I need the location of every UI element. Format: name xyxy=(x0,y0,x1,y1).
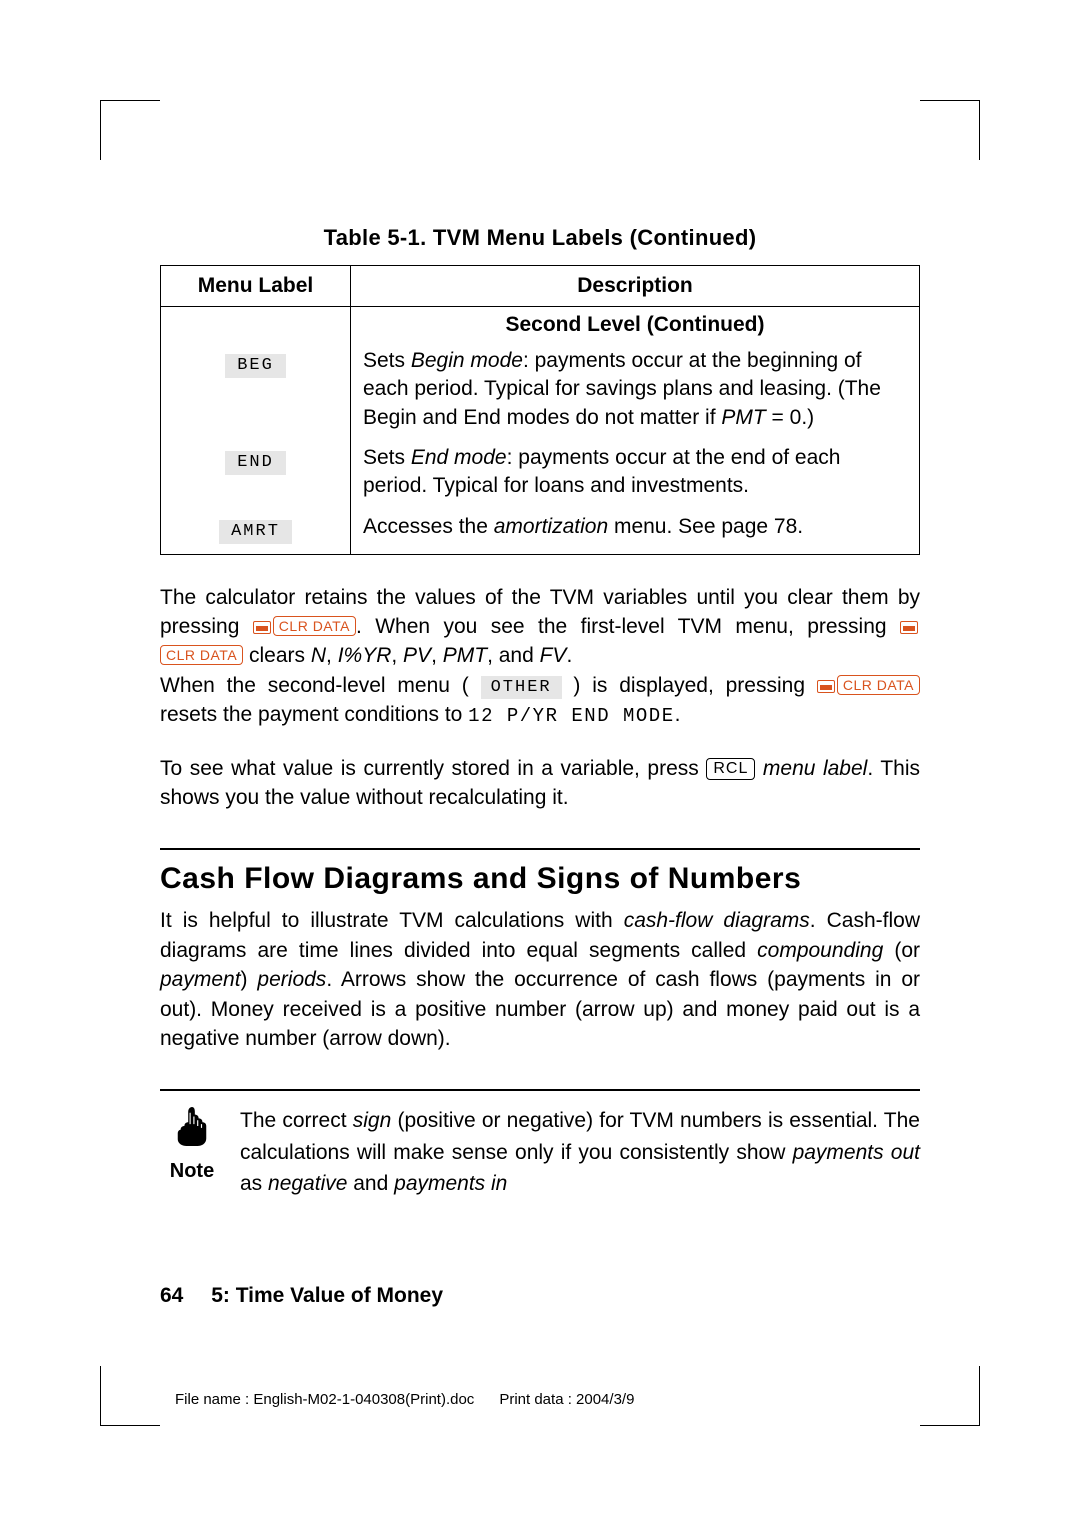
menu-key-beg: BEG xyxy=(225,354,286,378)
section-blank xyxy=(161,307,351,342)
row-label: END xyxy=(161,438,351,507)
filename-label: File name : English-M02-1-040308(Print).… xyxy=(175,1391,474,1408)
clr-data-key: CLR DATA xyxy=(273,616,356,636)
paragraph-1: The calculator retains the values of the… xyxy=(160,583,920,730)
shift-key-icon xyxy=(817,680,835,693)
section-divider xyxy=(160,848,920,850)
file-info: File name : English-M02-1-040308(Print).… xyxy=(175,1391,634,1408)
table-row: END Sets End mode: payments occur at the… xyxy=(161,438,920,507)
clr-data-key: CLR DATA xyxy=(837,675,920,695)
page-number: 64 xyxy=(160,1284,183,1307)
section-header: Second Level (Continued) xyxy=(351,307,920,342)
section-body: It is helpful to illustrate TVM calculat… xyxy=(160,906,920,1053)
table-row: AMRT Accesses the amortization menu. See… xyxy=(161,507,920,554)
note-icon-col: Note xyxy=(160,1105,224,1200)
note-block: Note The correct sign (positive or negat… xyxy=(160,1089,920,1200)
chapter-title: 5: Time Value of Money xyxy=(211,1284,443,1307)
col-header-desc: Description xyxy=(351,266,920,307)
table-header-row: Menu Label Description xyxy=(161,266,920,307)
row-desc: Sets End mode: payments occur at the end… xyxy=(351,438,920,507)
printdata-label: Print data : 2004/3/9 xyxy=(499,1391,634,1408)
page-footer: 64 5: Time Value of Money xyxy=(160,1284,443,1308)
paragraph-2: To see what value is currently stored in… xyxy=(160,754,920,813)
row-label: AMRT xyxy=(161,507,351,554)
menu-key-amrt: AMRT xyxy=(219,520,292,544)
col-header-label: Menu Label xyxy=(161,266,351,307)
pointing-hand-icon xyxy=(173,1105,211,1147)
note-text: The correct sign (positive or negative) … xyxy=(240,1105,920,1200)
menu-key-end: END xyxy=(225,451,286,475)
row-label: BEG xyxy=(161,341,351,438)
note-label: Note xyxy=(160,1160,224,1183)
table-row: BEG Sets Begin mode: payments occur at t… xyxy=(161,341,920,438)
row-desc: Accesses the amortization menu. See page… xyxy=(351,507,920,554)
page-content: Table 5-1. TVM Menu Labels (Continued) M… xyxy=(160,225,920,1200)
table-section-row: Second Level (Continued) xyxy=(161,307,920,342)
crop-mark-tl xyxy=(100,100,160,160)
rcl-key: RCL xyxy=(706,758,755,781)
crop-mark-bl xyxy=(100,1366,160,1426)
other-key: OTHER xyxy=(481,676,562,700)
table-caption: Table 5-1. TVM Menu Labels (Continued) xyxy=(160,225,920,251)
section-title: Cash Flow Diagrams and Signs of Numbers xyxy=(160,862,920,896)
crop-mark-br xyxy=(920,1366,980,1426)
tvm-table: Menu Label Description Second Level (Con… xyxy=(160,265,920,555)
shift-key-icon xyxy=(253,621,271,634)
shift-key-icon xyxy=(900,621,918,634)
clr-data-key: CLR DATA xyxy=(160,645,243,665)
crop-mark-tr xyxy=(920,100,980,160)
row-desc: Sets Begin mode: payments occur at the b… xyxy=(351,341,920,438)
